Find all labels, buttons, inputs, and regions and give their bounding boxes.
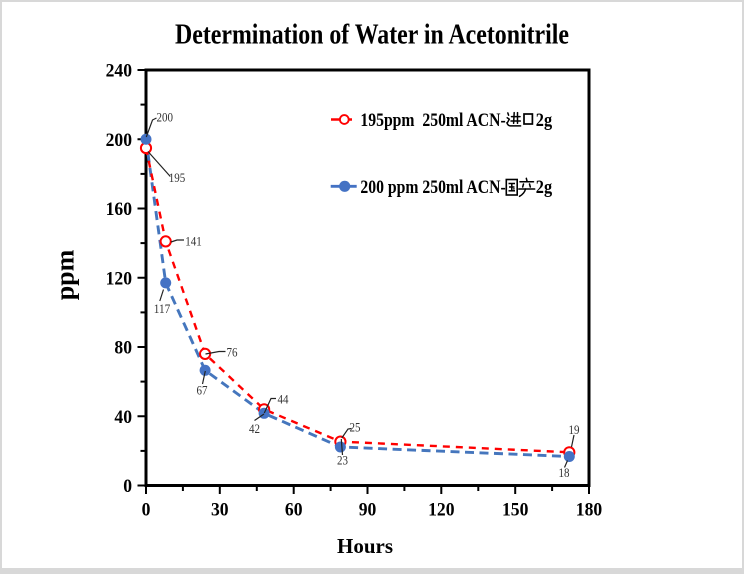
svg-text:200 ppm 250ml ACN-: 200 ppm 250ml ACN- xyxy=(360,178,505,198)
svg-text:160: 160 xyxy=(106,199,132,220)
svg-text:76: 76 xyxy=(227,345,238,360)
svg-text:Hours: Hours xyxy=(337,534,393,558)
svg-text:67: 67 xyxy=(197,383,208,398)
svg-text:18: 18 xyxy=(559,465,570,480)
svg-text:23: 23 xyxy=(337,453,348,468)
svg-text:19: 19 xyxy=(569,422,580,437)
svg-text:30: 30 xyxy=(211,500,229,521)
svg-text:200: 200 xyxy=(157,110,174,125)
svg-text:117: 117 xyxy=(154,301,171,316)
svg-text:120: 120 xyxy=(106,268,132,289)
svg-text:120: 120 xyxy=(428,500,454,521)
svg-text:42: 42 xyxy=(249,421,260,436)
svg-text:90: 90 xyxy=(359,500,377,521)
svg-text:0: 0 xyxy=(142,500,151,521)
svg-text:ppm: ppm xyxy=(51,249,80,300)
svg-text:180: 180 xyxy=(576,500,602,521)
svg-text:200: 200 xyxy=(106,130,132,151)
svg-text:141: 141 xyxy=(185,234,202,249)
svg-text:240: 240 xyxy=(106,61,132,82)
svg-text:Determination of Water in Acet: Determination of Water in Acetonitrile xyxy=(175,19,569,51)
svg-text:25: 25 xyxy=(350,420,361,435)
svg-text:195: 195 xyxy=(169,170,186,185)
svg-text:40: 40 xyxy=(114,407,132,428)
svg-text:60: 60 xyxy=(285,500,303,521)
svg-text:44: 44 xyxy=(278,392,289,407)
svg-text:80: 80 xyxy=(114,338,132,359)
svg-text:195ppm 250ml ACN-: 195ppm 250ml ACN- xyxy=(360,111,505,131)
svg-text:0: 0 xyxy=(123,476,132,497)
svg-text:2g: 2g xyxy=(536,178,553,198)
svg-text:2g: 2g xyxy=(536,111,553,131)
svg-text:150: 150 xyxy=(502,500,528,521)
